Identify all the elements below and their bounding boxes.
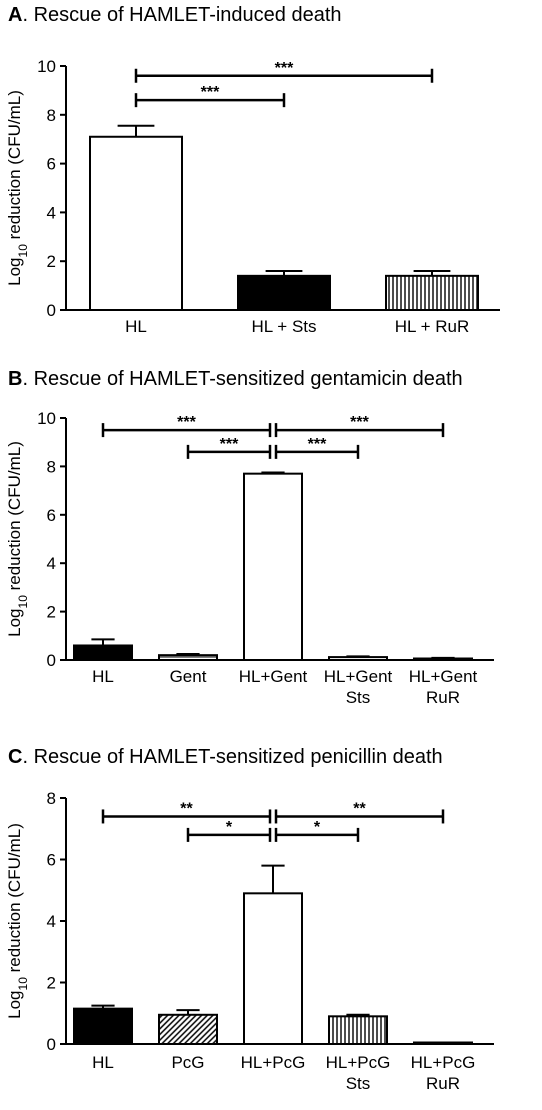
x-tick-label: HL+Gent [409, 667, 478, 686]
y-tick-label: 0 [47, 651, 56, 670]
y-tick-label: 0 [47, 301, 56, 320]
y-axis-label-subscript: 10 [16, 244, 30, 258]
x-tick-label: RuR [426, 1074, 460, 1093]
significance-label: ** [180, 800, 193, 817]
panel-c-title-text: Rescue of HAMLET-sensitized penicillin d… [33, 746, 443, 768]
y-tick-label: 6 [47, 506, 56, 525]
bar [73, 1007, 133, 1046]
y-axis-label-log: Log [5, 608, 24, 636]
panel-c: C. Rescue of HAMLET-sensitized penicilli… [0, 746, 542, 1110]
y-tick-label: 8 [47, 457, 56, 476]
x-tick-label: HL+Gent [324, 667, 393, 686]
bar [328, 656, 388, 662]
x-tick-label: PcG [171, 1053, 204, 1072]
significance-label: ** [353, 800, 366, 817]
x-tick-label: HL+PcG [326, 1053, 391, 1072]
y-tick-label: 6 [47, 155, 56, 174]
significance-label: * [314, 819, 321, 836]
y-axis-label-log: Log [5, 257, 24, 285]
significance-label: *** [201, 84, 220, 101]
x-tick-label: HL [92, 1053, 114, 1072]
bar [89, 135, 183, 311]
y-tick-label: 4 [47, 912, 56, 931]
y-tick-label: 10 [37, 57, 56, 76]
bar [158, 654, 218, 662]
significance-label: * [226, 819, 233, 836]
panel-b: B. Rescue of HAMLET-sensitized gentamici… [0, 368, 542, 728]
bar [158, 1013, 218, 1046]
x-tick-label: HL + RuR [395, 317, 469, 336]
panel-b-title: B. Rescue of HAMLET-sensitized gentamici… [8, 368, 463, 390]
x-tick-label: HL+PcG [411, 1053, 476, 1072]
significance-label: *** [177, 414, 196, 431]
x-tick-label: HL [92, 667, 114, 686]
y-tick-label: 6 [47, 851, 56, 870]
panel-a-title: A. Rescue of HAMLET-induced death [8, 4, 342, 26]
panel-a-letter: A [8, 4, 23, 26]
y-axis-label-subscript: 10 [16, 595, 30, 609]
significance-label: *** [275, 60, 294, 77]
y-tick-label: 4 [47, 203, 56, 222]
bar [243, 472, 303, 661]
x-tick-label: Gent [170, 667, 207, 686]
x-tick-label: RuR [426, 688, 460, 707]
x-tick-label: HL+PcG [241, 1053, 306, 1072]
y-axis-label-rest: reduction (CFU/mL) [5, 441, 24, 595]
bar [237, 274, 331, 311]
bar [243, 892, 303, 1045]
panel-b-title-text: Rescue of HAMLET-sensitized gentamicin d… [33, 368, 463, 390]
y-tick-label: 8 [47, 106, 56, 125]
y-axis-label-subscript: 10 [16, 977, 30, 991]
y-tick-label: 2 [47, 974, 56, 993]
y-axis-label: Log10 reduction (CFU/mL) [5, 441, 30, 637]
bar [413, 1041, 473, 1045]
y-axis-label-log: Log [5, 990, 24, 1018]
y-axis-label-rest: reduction (CFU/mL) [5, 90, 24, 244]
panel-c-letter: C [8, 746, 23, 768]
panel-c-title: C. Rescue of HAMLET-sensitized penicilli… [8, 746, 443, 768]
significance-label: *** [350, 414, 369, 431]
y-tick-label: 2 [47, 252, 56, 271]
y-axis-label: Log10 reduction (CFU/mL) [5, 90, 30, 286]
x-tick-label: HL [125, 317, 147, 336]
chart-c: 0 2 4 6 8 Log10 reduction (CFU/mL) HL PcG HL+PcG… [5, 789, 494, 1093]
y-tick-label: 0 [47, 1035, 56, 1054]
panel-b-letter: B [8, 368, 23, 390]
panel-a-title-text: Rescue of HAMLET-induced death [33, 4, 342, 26]
x-tick-label: HL+Gent [239, 667, 308, 686]
y-axis-label: Log10 reduction (CFU/mL) [5, 823, 30, 1019]
y-axis-label-rest: reduction (CFU/mL) [5, 823, 24, 977]
x-tick-label: HL + Sts [251, 317, 316, 336]
x-tick-label: Sts [346, 1074, 371, 1093]
significance-label: *** [308, 436, 327, 453]
bar [385, 274, 479, 311]
y-tick-label: 2 [47, 603, 56, 622]
y-tick-label: 8 [47, 789, 56, 808]
y-tick-label: 10 [37, 409, 56, 428]
panel-a: A. Rescue of HAMLET-induced death 0 2 4 6 8 1… [0, 4, 542, 360]
x-tick-label: Sts [346, 688, 371, 707]
significance-label: *** [220, 436, 239, 453]
y-tick-label: 4 [47, 554, 56, 573]
bar [328, 1015, 388, 1046]
bar [73, 644, 133, 662]
